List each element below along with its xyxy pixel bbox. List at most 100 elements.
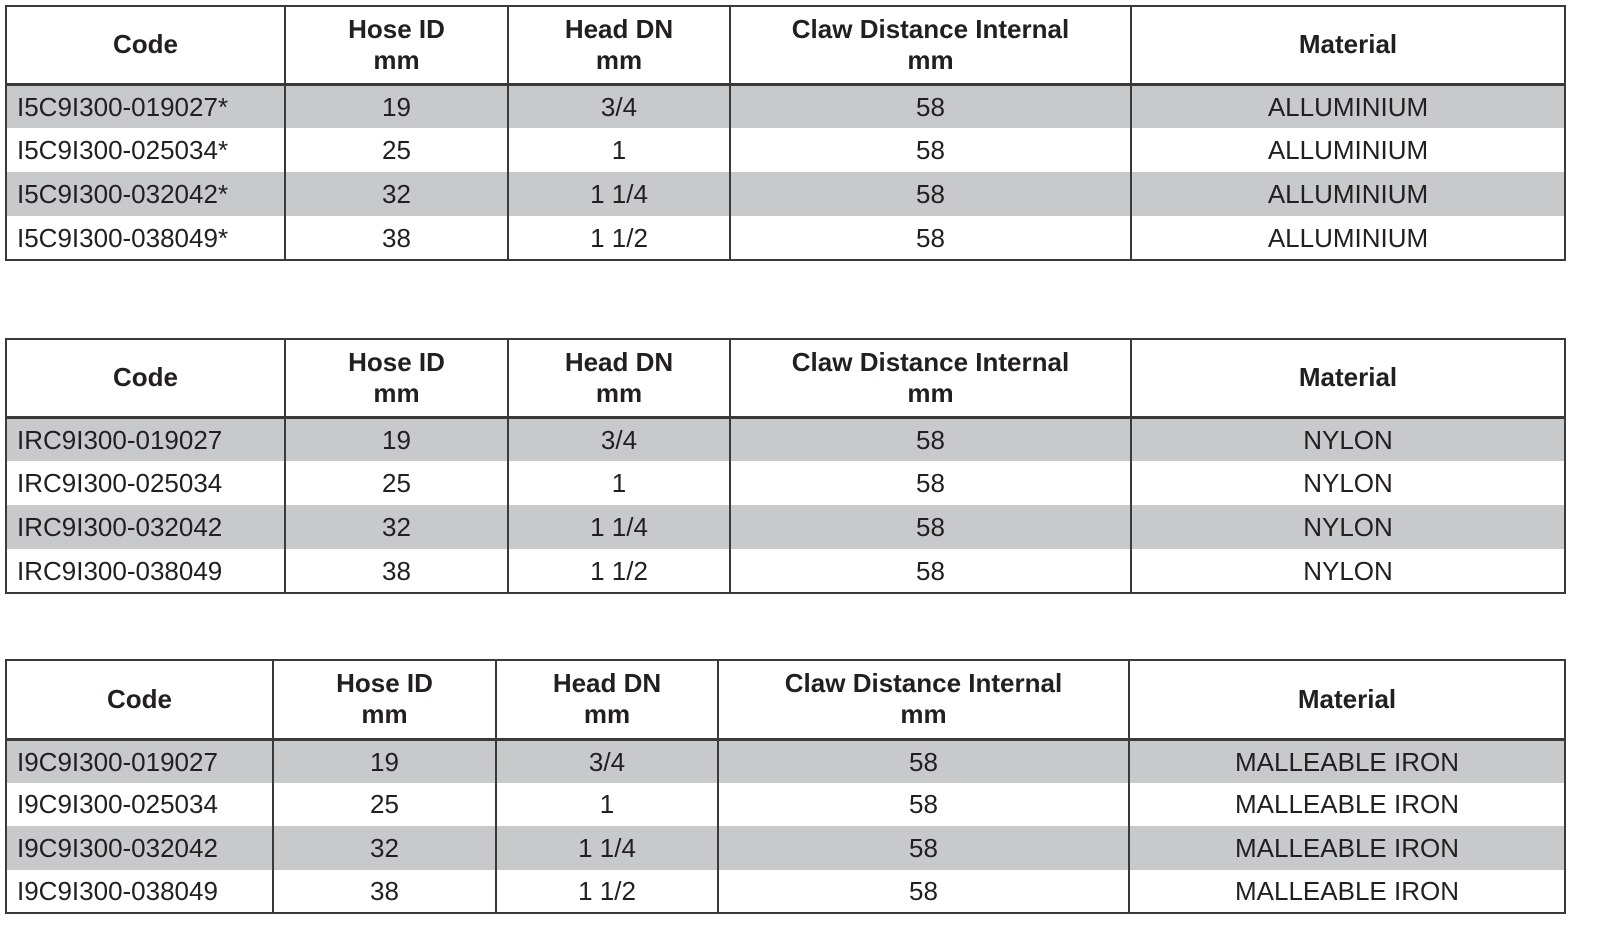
cell-head-dn: 1 1/4 [495,826,719,870]
header-text: Material [1297,683,1397,714]
cell-claw-distance: 58 [729,417,1132,461]
header-code: Code [5,339,286,419]
nylon-coupling-table: Code Hose ID mm Head DN mm Claw Distance Inte… [5,338,1566,594]
header-material: Material [1128,660,1566,741]
header-row: Code Hose ID mm Head DN mm Claw Distance Inte… [5,339,1566,419]
cell-claw-distance: 58 [729,505,1132,549]
cell-head-dn: 1 [495,782,719,826]
cell-hose-id: 19 [272,739,497,783]
table-row: IRC9I300-025034 25 1 58 NYLON [5,461,1566,505]
header-head-dn: Head DN mm [507,339,731,419]
header-text: mm [900,699,947,730]
header-hose-id: Hose ID mm [284,339,509,419]
cell-claw-distance: 58 [729,128,1132,172]
cell-code: IRC9I300-038049 [5,549,286,593]
cell-material: ALLUMINIUM [1130,128,1566,172]
cell-material: NYLON [1130,549,1566,593]
aluminium-coupling-table: Code Hose ID mm Head DN mm Claw Distance Inte… [5,5,1566,261]
header-material: Material [1130,339,1566,419]
cell-code: IRC9I300-032042 [5,505,286,549]
header-text: Code [113,29,178,60]
header-row: Code Hose ID mm Head DN mm Claw Distance Inte… [5,6,1566,86]
header-text: Head DN [564,346,674,377]
header-text: Claw Distance Internal [791,13,1070,44]
cell-head-dn: 1 1/4 [507,172,731,216]
cell-material: NYLON [1130,505,1566,549]
cell-code: I9C9I300-032042 [5,826,274,870]
header-text: Material [1298,29,1398,60]
cell-head-dn: 3/4 [495,739,719,783]
cell-claw-distance: 58 [729,84,1132,128]
cell-code: I5C9I300-025034* [5,128,286,172]
cell-head-dn: 3/4 [507,84,731,128]
table-row: I9C9I300-019027 19 3/4 58 MALLEABLE IRON [5,739,1566,783]
cell-hose-id: 38 [272,869,497,913]
header-text: mm [373,377,420,408]
cell-hose-id: 25 [272,782,497,826]
cell-head-dn: 1 [507,461,731,505]
header-text: mm [907,44,954,75]
header-claw-distance: Claw Distance Internal mm [729,6,1132,86]
cell-claw-distance: 58 [729,172,1132,216]
header-hose-id: Hose ID mm [284,6,509,86]
cell-head-dn: 1 1/2 [507,549,731,593]
table-row: IRC9I300-038049 38 1 1/2 58 NYLON [5,549,1566,593]
cell-head-dn: 1 [507,128,731,172]
cell-material: MALLEABLE IRON [1128,869,1566,913]
header-code: Code [5,6,286,86]
table-row: I5C9I300-025034* 25 1 58 ALLUMINIUM [5,128,1566,172]
cell-claw-distance: 58 [717,826,1130,870]
table-row: I9C9I300-032042 32 1 1/4 58 MALLEABLE IRON [5,826,1566,870]
header-text: Claw Distance Internal [784,668,1063,699]
cell-code: I9C9I300-038049 [5,869,274,913]
table-row: I5C9I300-038049* 38 1 1/2 58 ALLUMINIUM [5,216,1566,260]
cell-code: I5C9I300-038049* [5,216,286,260]
header-text: mm [373,44,420,75]
header-text: Hose ID [348,346,445,377]
cell-head-dn: 1 1/2 [507,216,731,260]
cell-claw-distance: 58 [729,461,1132,505]
cell-claw-distance: 58 [729,216,1132,260]
cell-head-dn: 3/4 [507,417,731,461]
cell-material: MALLEABLE IRON [1128,826,1566,870]
header-claw-distance: Claw Distance Internal mm [717,660,1130,741]
cell-material: MALLEABLE IRON [1128,739,1566,783]
cell-hose-id: 32 [284,172,509,216]
header-claw-distance: Claw Distance Internal mm [729,339,1132,419]
cell-material: ALLUMINIUM [1130,84,1566,128]
cell-head-dn: 1 1/2 [495,869,719,913]
cell-hose-id: 25 [284,461,509,505]
cell-material: NYLON [1130,461,1566,505]
header-hose-id: Hose ID mm [272,660,497,741]
header-text: Head DN [564,13,674,44]
cell-code: IRC9I300-019027 [5,417,286,461]
cell-code: I9C9I300-025034 [5,782,274,826]
header-text: Hose ID [348,13,445,44]
cell-head-dn: 1 1/4 [507,505,731,549]
cell-material: MALLEABLE IRON [1128,782,1566,826]
header-text: mm [595,44,643,75]
cell-material: ALLUMINIUM [1130,216,1566,260]
cell-hose-id: 32 [272,826,497,870]
cell-code: I5C9I300-032042* [5,172,286,216]
header-text: mm [583,699,631,730]
header-text: Claw Distance Internal [791,346,1070,377]
cell-hose-id: 19 [284,417,509,461]
cell-hose-id: 19 [284,84,509,128]
header-head-dn: Head DN mm [495,660,719,741]
cell-code: I5C9I300-019027* [5,84,286,128]
header-row: Code Hose ID mm Head DN mm Claw Distance Inte… [5,660,1566,741]
malleable-iron-coupling-table: Code Hose ID mm Head DN mm Claw Distance Inte… [5,659,1566,914]
header-material: Material [1130,6,1566,86]
header-text: mm [595,377,643,408]
cell-hose-id: 38 [284,549,509,593]
table-row: I5C9I300-019027* 19 3/4 58 ALLUMINIUM [5,84,1566,128]
header-text: mm [907,377,954,408]
cell-claw-distance: 58 [729,549,1132,593]
cell-material: ALLUMINIUM [1130,172,1566,216]
header-head-dn: Head DN mm [507,6,731,86]
table-row: IRC9I300-032042 32 1 1/4 58 NYLON [5,505,1566,549]
cell-claw-distance: 58 [717,739,1130,783]
table-row: I9C9I300-025034 25 1 58 MALLEABLE IRON [5,782,1566,826]
cell-hose-id: 25 [284,128,509,172]
